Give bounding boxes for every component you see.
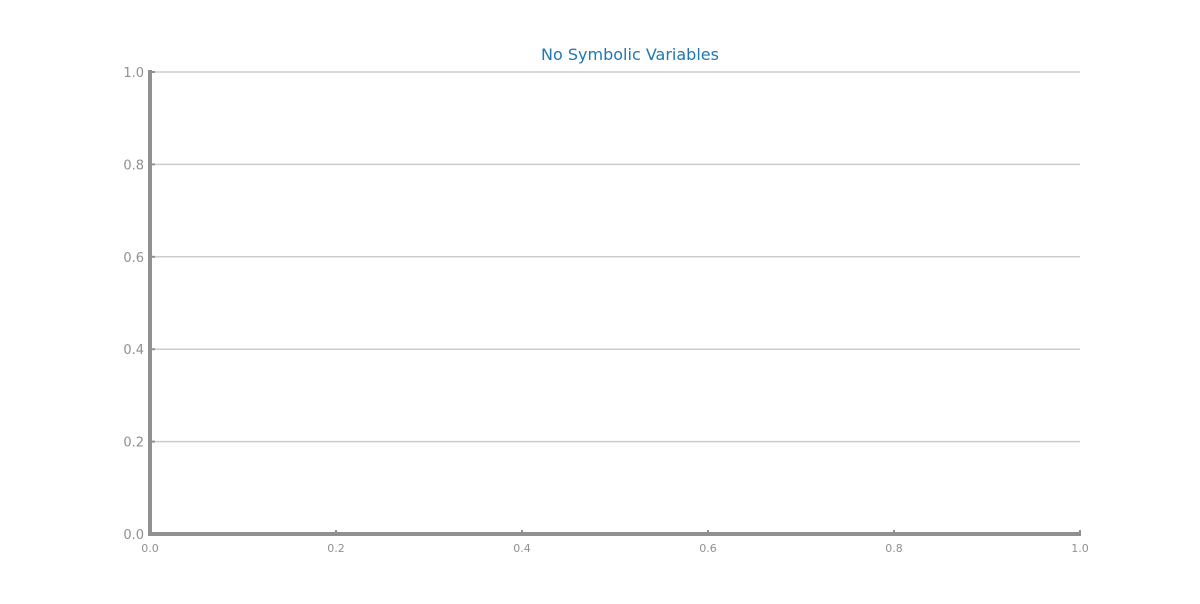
x-tick-label: 0.2 [327, 542, 345, 555]
axes [148, 70, 1080, 536]
axis-ticks: 0.0 0.2 0.4 0.6 0.8 1.0 0.0 0.2 0.4 0.6 0.8 1.0 [123, 66, 1088, 555]
x-tick-label: 0.6 [699, 542, 717, 555]
y-tick-label: 0.2 [123, 436, 144, 451]
grid-lines [150, 71, 1080, 443]
y-tick-label: 0.0 [123, 528, 144, 543]
y-tick-label: 0.6 [123, 251, 144, 266]
x-tick-label: 0.4 [513, 542, 531, 555]
x-tick-label: 1.0 [1071, 542, 1089, 555]
x-tick-label: 0.8 [885, 542, 903, 555]
y-tick-label: 0.4 [123, 343, 144, 358]
y-tick-label: 1.0 [123, 66, 144, 81]
y-tick-label: 0.8 [123, 158, 144, 173]
chart-title: No Symbolic Variables [541, 45, 719, 64]
x-tick-label: 0.0 [141, 542, 159, 555]
